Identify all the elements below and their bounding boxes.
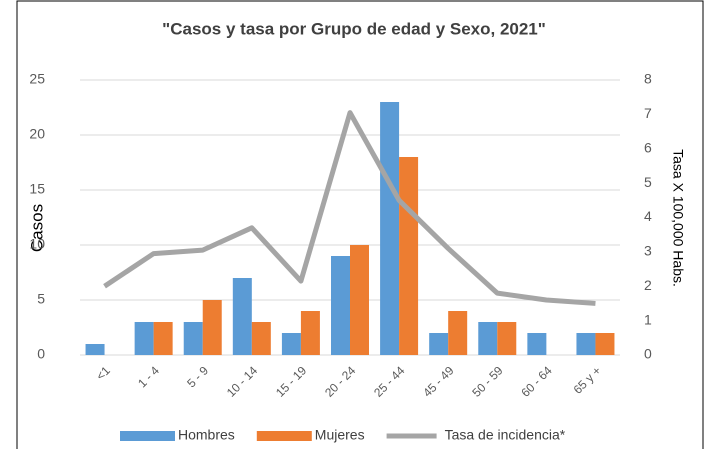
y2-tick-label: 0 bbox=[644, 346, 652, 362]
y2-tick-label: 2 bbox=[644, 277, 652, 293]
line-series bbox=[103, 110, 596, 306]
y2-tick-label: 7 bbox=[644, 105, 652, 121]
bar bbox=[85, 344, 105, 355]
bar bbox=[527, 333, 547, 355]
y2-tick-label: 5 bbox=[644, 174, 652, 190]
y2-axis-label: Tasa X 100,000 Habs. bbox=[670, 149, 686, 287]
legend-swatch bbox=[256, 431, 312, 441]
y2-tick-label: 6 bbox=[644, 139, 652, 155]
bar bbox=[497, 322, 517, 355]
x-tick-label: 50 - 59 bbox=[469, 363, 506, 400]
x-tick-label: 1 - 4 bbox=[135, 363, 162, 390]
bar bbox=[300, 311, 320, 355]
bar bbox=[134, 322, 154, 355]
y-tick-label: 20 bbox=[29, 126, 45, 142]
x-tick-label: 15 - 19 bbox=[273, 363, 310, 400]
bar bbox=[183, 322, 203, 355]
y2-tick-label: 1 bbox=[644, 311, 652, 327]
legend-swatch bbox=[120, 431, 175, 441]
y-tick-label: 10 bbox=[29, 236, 45, 252]
y2-tick-label: 3 bbox=[644, 243, 652, 259]
legend-label: Tasa de incidencia* bbox=[445, 427, 566, 443]
chart-title: "Casos y tasa por Grupo de edad y Sexo, … bbox=[162, 19, 546, 38]
y2-tick-label: 4 bbox=[644, 208, 652, 224]
frame bbox=[16, 0, 704, 449]
bar bbox=[232, 278, 252, 355]
bar bbox=[251, 322, 271, 355]
y-tick-label: 5 bbox=[37, 291, 45, 307]
y-axis-label: Casos bbox=[27, 204, 46, 252]
y2-tick-label: 8 bbox=[644, 71, 652, 87]
y-tick-label: 15 bbox=[29, 181, 45, 197]
bar bbox=[595, 333, 615, 355]
x-tick-label: 65 y + bbox=[571, 363, 604, 396]
legend-label: Mujeres bbox=[315, 427, 365, 443]
x-tick-label: 25 - 44 bbox=[371, 363, 408, 400]
bar bbox=[399, 157, 419, 355]
y-tick-label: 25 bbox=[29, 71, 45, 87]
bar bbox=[429, 333, 449, 355]
x-tick-label: 5 - 9 bbox=[184, 363, 211, 390]
bar bbox=[576, 333, 596, 355]
bar bbox=[153, 322, 173, 355]
bar bbox=[331, 256, 350, 355]
x-tick-label: 45 - 49 bbox=[420, 363, 457, 400]
bar bbox=[202, 300, 222, 355]
x-tick-label: 10 - 14 bbox=[224, 363, 261, 400]
y-tick-label: 0 bbox=[37, 346, 45, 362]
x-tick-label: 20 - 24 bbox=[322, 363, 359, 400]
bar bbox=[478, 322, 498, 355]
bar bbox=[350, 245, 369, 355]
legend-label: Hombres bbox=[178, 427, 235, 443]
x-tick-label: 60 - 64 bbox=[518, 363, 555, 400]
x-tick-label: <1 bbox=[93, 363, 113, 383]
bar bbox=[380, 102, 400, 355]
bar bbox=[281, 333, 301, 355]
bar bbox=[448, 311, 468, 355]
